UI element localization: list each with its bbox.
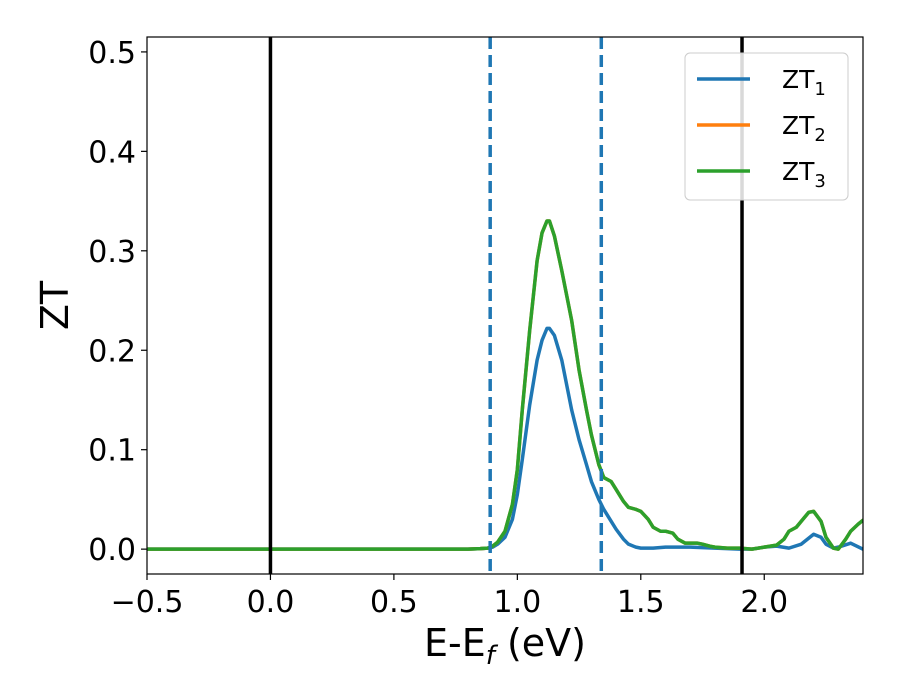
y-tick-label: 0.0 bbox=[88, 533, 136, 568]
y-tick-label: 0.2 bbox=[88, 334, 136, 369]
x-tick-label: 0.0 bbox=[247, 585, 295, 620]
x-axis: −0.5 0.0 0.5 1.0 1.5 2.0 bbox=[111, 574, 788, 620]
legend-label-1: ZT1 bbox=[782, 65, 826, 100]
series-line-1 bbox=[147, 326, 863, 551]
legend-label-3: ZT3 bbox=[782, 157, 826, 192]
x-tick-label: −0.5 bbox=[111, 585, 184, 620]
y-tick-label: 0.5 bbox=[88, 36, 136, 71]
plot-area-frame bbox=[146, 36, 864, 575]
y-tick-label: 0.3 bbox=[88, 235, 136, 270]
x-axis-label-unit: (eV) bbox=[495, 621, 586, 665]
legend-label-2: ZT2 bbox=[782, 111, 826, 146]
series-lines bbox=[147, 219, 863, 551]
y-tick-label: 0.1 bbox=[88, 434, 136, 469]
y-axis-label: ZT bbox=[33, 280, 77, 330]
x-tick-label: 1.0 bbox=[493, 585, 541, 620]
legend: ZT1 ZT2 ZT3 bbox=[684, 52, 849, 201]
y-axis: 0.0 0.1 0.2 0.3 0.4 0.5 bbox=[88, 36, 147, 568]
x-tick-label: 1.5 bbox=[617, 585, 665, 620]
x-axis-label: E-Ef (eV) bbox=[424, 621, 586, 671]
series-line-3 bbox=[147, 219, 863, 551]
y-tick-label: 0.4 bbox=[88, 135, 136, 170]
x-tick-label: 0.5 bbox=[370, 585, 418, 620]
series-line-2 bbox=[147, 219, 863, 551]
reference-lines bbox=[268, 37, 744, 574]
legend-box bbox=[684, 52, 849, 201]
x-tick-label: 2.0 bbox=[740, 585, 788, 620]
